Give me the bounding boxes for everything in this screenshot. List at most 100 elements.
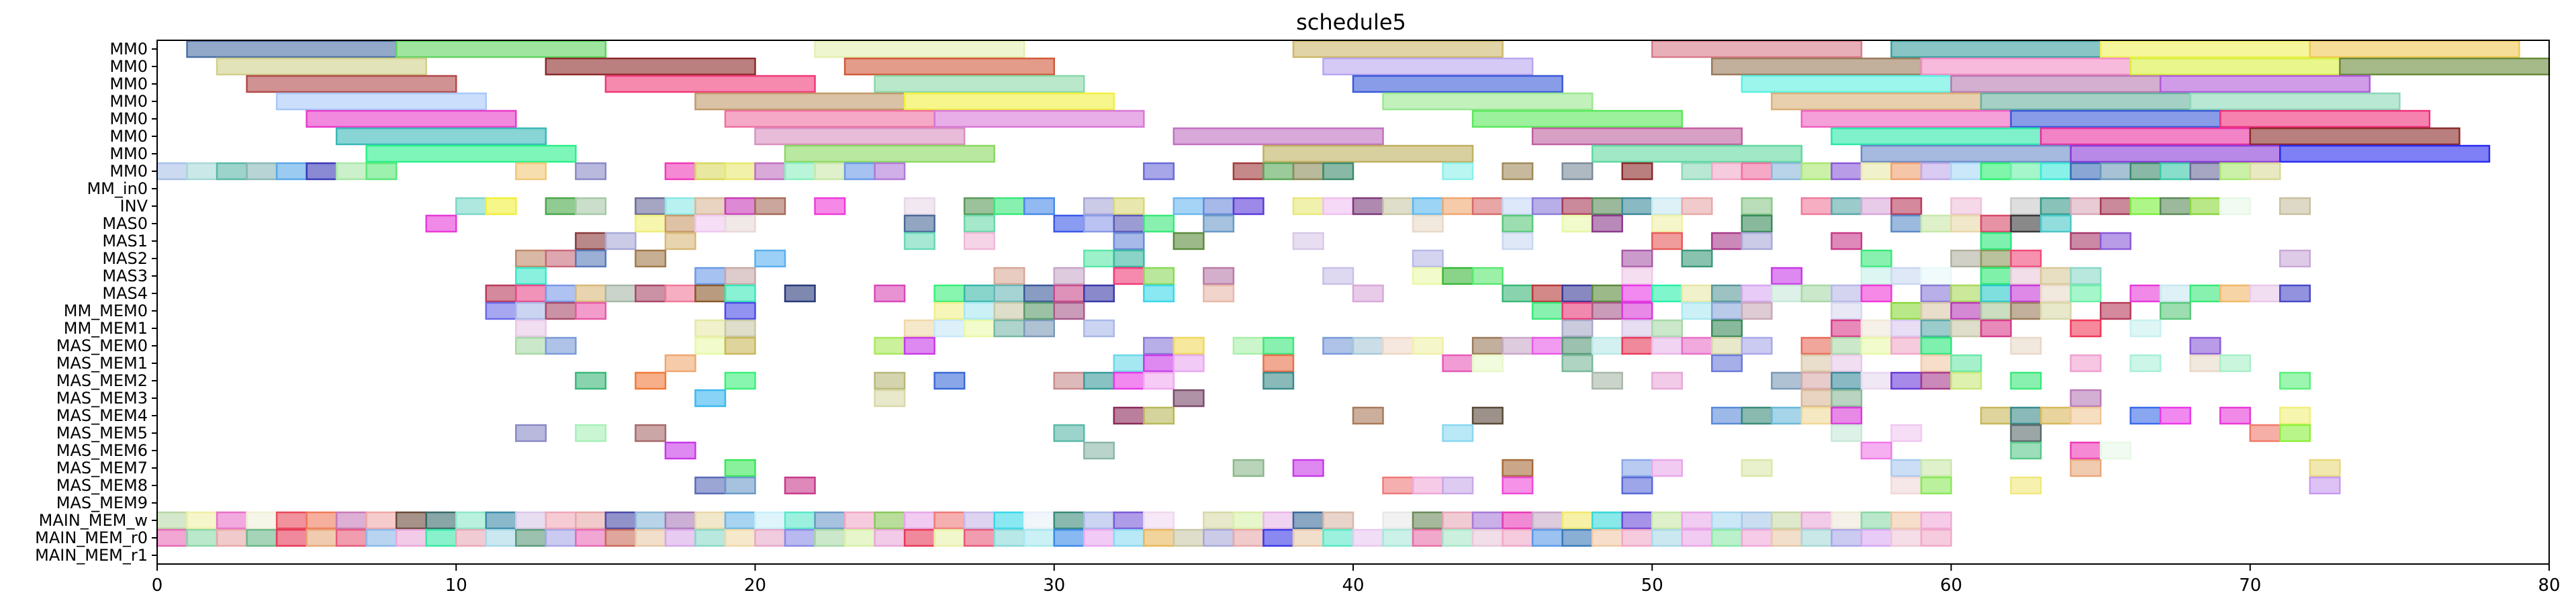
task-bar [1980, 406, 2012, 425]
task-bar [1831, 301, 1863, 320]
y-tick-label: MM_MEM1 [64, 319, 148, 338]
task-bar [335, 127, 547, 146]
task-bar [1800, 528, 1833, 547]
task-bar [1292, 511, 1324, 530]
task-bar [694, 389, 727, 408]
task-bar [1950, 249, 1982, 268]
task-bar [1232, 162, 1264, 181]
task-bar [2010, 267, 2042, 285]
task-bar [1531, 336, 1563, 355]
task-bar [1950, 354, 1982, 373]
task-bar [2070, 354, 2102, 373]
y-tick-label: MAS_MEM3 [56, 389, 148, 408]
task-bar [1292, 162, 1324, 181]
task-bar [1292, 197, 1324, 216]
task-bar [1561, 284, 1594, 303]
task-bar [2039, 214, 2072, 233]
task-bar [2189, 354, 2221, 373]
task-bar [604, 511, 637, 530]
task-bar [1651, 528, 1684, 547]
task-bar [2279, 406, 2311, 425]
task-bar [575, 424, 607, 442]
task-bar [963, 528, 995, 547]
task-bar [933, 284, 966, 303]
task-bar [2099, 40, 2311, 58]
task-bar [1831, 162, 1863, 181]
y-tick-label: MAS_MEM1 [56, 354, 148, 373]
task-bar [874, 528, 906, 547]
task-bar [1143, 267, 1175, 285]
task-bar [1920, 284, 1952, 303]
task-bar [1980, 92, 2191, 111]
task-bar [1741, 214, 1773, 233]
task-bar [2189, 92, 2401, 111]
task-bar [1681, 511, 1713, 530]
task-bar [724, 528, 756, 547]
task-bar [2010, 406, 2042, 425]
task-bar [1681, 284, 1713, 303]
task-bar [1920, 511, 1952, 530]
task-bar [1412, 197, 1444, 216]
task-bar [754, 528, 786, 547]
task-bar [1621, 267, 1653, 285]
x-tick-label: 50 [1641, 575, 1663, 596]
task-bar [694, 336, 727, 355]
task-bar [724, 459, 756, 477]
task-bar [1711, 354, 1743, 373]
task-bar [1322, 197, 1354, 216]
task-bar [1711, 406, 1743, 425]
task-bar [575, 232, 607, 250]
y-tick-label: MM0 [109, 144, 148, 163]
y-tick-label: MM_MEM0 [64, 301, 148, 320]
task-bar [1262, 162, 1295, 181]
task-bar [1890, 511, 1923, 530]
task-bar [1352, 336, 1384, 355]
task-bar [545, 197, 577, 216]
task-bar [843, 162, 876, 181]
task-bar [1771, 406, 1803, 425]
task-bar [2010, 371, 2042, 390]
task-bar [1502, 232, 1534, 250]
task-bar [1800, 511, 1833, 530]
task-bar [1412, 249, 1444, 268]
task-bar [2070, 441, 2102, 460]
task-bar [784, 144, 995, 163]
task-bar [335, 528, 367, 547]
task-bar [754, 127, 966, 146]
task-bar [1860, 249, 1892, 268]
task-bar [1083, 511, 1115, 530]
task-bar [1053, 267, 1085, 285]
task-bar [1382, 197, 1414, 216]
task-bar [2070, 144, 2281, 163]
task-bar [1232, 528, 1264, 547]
task-bar [1651, 371, 1684, 390]
task-bar [993, 301, 1025, 320]
task-bar [694, 197, 727, 216]
task-bar [963, 214, 995, 233]
task-bar [545, 284, 577, 303]
task-bar [1172, 336, 1205, 355]
task-bar [754, 197, 786, 216]
task-bar [1203, 528, 1235, 547]
task-bar [903, 214, 935, 233]
task-bar [724, 267, 756, 285]
task-bar [635, 371, 667, 390]
x-tick-label: 60 [1940, 575, 1962, 596]
task-bar [1143, 371, 1175, 390]
task-bar [1711, 284, 1743, 303]
task-bar [1352, 406, 1384, 425]
task-bar [2159, 284, 2191, 303]
task-bar [1172, 528, 1205, 547]
task-bar [1502, 197, 1534, 216]
task-bar [1412, 476, 1444, 495]
task-bar [993, 197, 1025, 216]
task-bar [246, 162, 278, 181]
task-bar [814, 197, 846, 216]
task-bar [903, 511, 935, 530]
task-bar [1471, 109, 1684, 128]
task-bar [635, 284, 667, 303]
task-bar [545, 301, 577, 320]
plot-frame [156, 40, 2550, 565]
task-bar [275, 92, 488, 111]
task-bar [664, 354, 696, 373]
